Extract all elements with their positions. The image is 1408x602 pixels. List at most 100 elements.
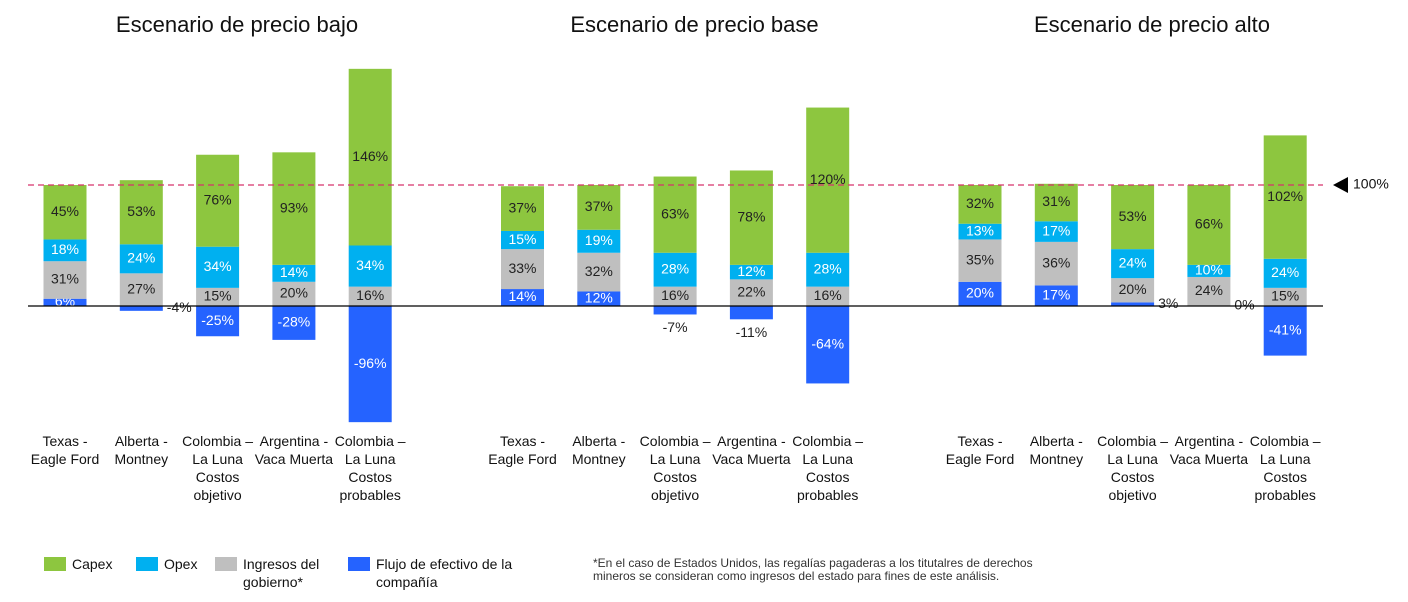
value-label: 146% [352,148,388,164]
bar-segment [1034,221,1078,242]
value-label: -28% [278,314,311,330]
value-label: 24% [1271,264,1299,280]
bar-segment [729,264,773,280]
x-tick-label: Argentina - Vaca Muerta [1169,433,1249,467]
bar-segment [1034,183,1078,222]
value-label: -64% [811,335,844,351]
bar-segment [272,264,316,282]
bar-segment [1263,306,1307,356]
x-tick-label: Argentina - Vaca Muerta [712,433,791,467]
value-label: 76% [204,191,232,207]
value-label: 14% [508,288,536,304]
bar-segment [1263,287,1307,306]
value-label: 27% [127,280,155,296]
bar-segment [1263,258,1307,288]
bar-segment [1111,185,1155,250]
bar-segment [653,176,697,253]
bar-segment [1111,249,1155,279]
bar-segment [1111,278,1155,303]
value-label: 20% [1119,281,1147,297]
bar-segment [806,306,850,384]
value-label: 32% [966,195,994,211]
x-tick-label: Colombia – La Luna Costos probables [1249,433,1321,503]
bar-segment [958,185,1002,224]
value-label: 45% [51,203,79,219]
x-tick-label: Alberta - Montney [571,433,626,467]
value-label: 31% [51,271,79,287]
value-label: 37% [585,198,613,214]
value-label: 28% [814,260,842,276]
bar-segment [577,252,621,292]
value-label: 28% [661,260,689,276]
bar-segment [43,239,87,262]
value-label: 15% [204,288,232,304]
legend-label: Capex [72,556,113,572]
value-label: 102% [1267,188,1303,204]
bar-segment [653,252,697,287]
value-label: 17% [1042,222,1070,238]
value-label: 35% [966,251,994,267]
bar-segment [196,246,240,288]
bar-segment [348,68,392,246]
value-label: 34% [356,257,384,273]
value-label: 13% [966,222,994,238]
value-label: 12% [737,263,765,279]
value-label: 17% [1042,286,1070,302]
value-label: 22% [737,283,765,299]
legend-label: Ingresos del gobierno* [243,556,320,590]
value-label: 63% [661,205,689,221]
bar-segment [1034,241,1078,286]
bar-segment [1034,285,1078,306]
x-tick-label: Colombia – La Luna Costos probables [334,433,406,503]
value-label: 78% [737,208,765,224]
value-label: 16% [356,287,384,303]
value-label: 24% [1195,282,1223,298]
value-label: 36% [1042,254,1070,270]
bar-segment [729,279,773,306]
x-tick-label: Texas - Eagle Ford [945,433,1015,467]
bar-segment [196,287,240,306]
bar-segment [653,306,697,315]
bar-segment [958,223,1002,240]
value-label: -96% [354,355,387,371]
bar-segment [577,229,621,253]
value-label: 16% [661,287,689,303]
bar-segment [1187,276,1231,306]
legend-swatch [136,557,158,571]
value-label: 34% [204,258,232,274]
bar-segment [729,306,773,320]
x-tick-label: Colombia – La Luna Costos objetivo [182,433,253,503]
value-label: 19% [585,232,613,248]
value-label: 20% [966,285,994,301]
bar-segment [806,252,850,287]
bar-segment [43,185,87,240]
footnote: *En el caso de Estados Unidos, las regal… [593,556,1033,583]
x-tick-label: Alberta - Montney [114,433,169,467]
bar-segment [272,152,316,265]
bar-segment [501,249,544,290]
bar-segment [501,186,544,231]
value-label: -4% [167,299,192,315]
value-label: 18% [51,241,79,257]
bar-segment [653,286,697,306]
x-tick-label: Colombia – La Luna Costos probables [792,433,864,503]
value-label: 24% [1119,254,1147,270]
value-label: 53% [1119,208,1147,224]
bar-segment [1187,264,1231,277]
legend-swatch [348,557,370,571]
value-label: 33% [508,260,536,276]
x-tick-label: Argentina - Vaca Muerta [254,433,334,467]
value-label: 20% [280,285,308,301]
bar-segment [43,298,87,306]
bar-segment [1263,135,1307,259]
bar-segment [806,107,850,253]
bar-segment [729,170,773,265]
chart-title: Escenario de precio base [570,12,818,37]
x-tick-label: Texas - Eagle Ford [30,433,100,467]
value-label: 15% [508,231,536,247]
bar-segment [119,180,163,245]
bar-segment [958,239,1002,282]
bar-segment [806,286,850,306]
